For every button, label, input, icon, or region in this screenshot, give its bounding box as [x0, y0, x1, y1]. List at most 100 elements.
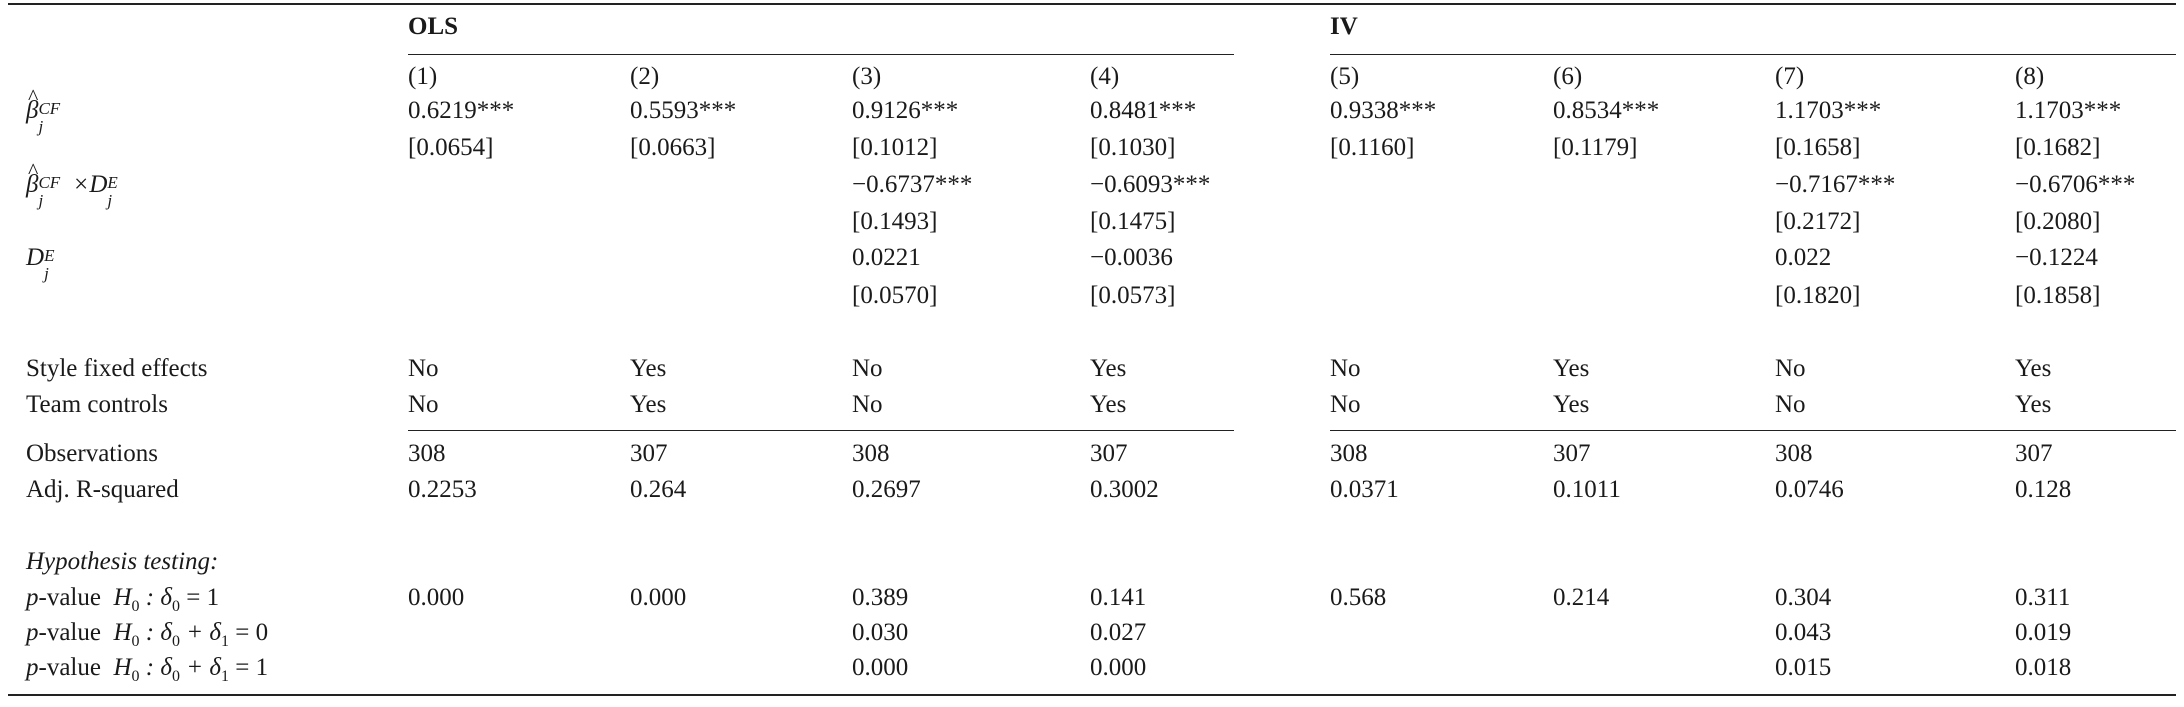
cell-interaction-se-col3: [0.1493] — [852, 208, 938, 235]
cell-beta-se-col1: [0.0654] — [408, 134, 494, 161]
cell-d-se-col3: [0.0570] — [852, 282, 938, 309]
cell-observations-col5: 308 — [1330, 440, 1368, 467]
cell-adj-r2-col7: 0.0746 — [1775, 476, 1844, 503]
cell-beta-se-col2: [0.0663] — [630, 134, 716, 161]
group-header-ols: OLS — [408, 13, 459, 40]
cell-p1-col1: 0.000 — [408, 584, 465, 611]
column-header-4: (4) — [1090, 63, 1120, 90]
cell-observations-col7: 308 — [1775, 440, 1813, 467]
cell-observations-col2: 307 — [630, 440, 668, 467]
column-header-3: (3) — [852, 63, 882, 90]
cell-team-controls-col7: No — [1775, 391, 1806, 418]
cell-d-col3: 0.0221 — [852, 244, 921, 271]
cell-team-controls-col2: Yes — [630, 391, 667, 418]
cell-interaction-col3: −0.6737*** — [852, 171, 973, 198]
cell-beta-se-col3: [0.1012] — [852, 134, 938, 161]
cell-p1-col7: 0.304 — [1775, 584, 1832, 611]
cell-p3-col4: 0.000 — [1090, 654, 1147, 681]
cell-p3-col7: 0.015 — [1775, 654, 1832, 681]
cell-adj-r2-col5: 0.0371 — [1330, 476, 1399, 503]
cell-adj-r2-col8: 0.128 — [2015, 476, 2072, 503]
cell-adj-r2-col2: 0.264 — [630, 476, 687, 503]
column-header-2: (2) — [630, 63, 660, 90]
cell-style-fe-col6: Yes — [1553, 355, 1590, 382]
cell-p3-col3: 0.000 — [852, 654, 909, 681]
cell-p1-col2: 0.000 — [630, 584, 687, 611]
cell-beta-col8: 1.1703*** — [2015, 97, 2122, 124]
column-header-5: (5) — [1330, 63, 1360, 90]
row-label-p2: p-value H0 : δ0 + δ1 = 0 — [26, 619, 269, 650]
cell-beta-col2: 0.5593*** — [630, 97, 737, 124]
cell-p1-col8: 0.311 — [2015, 584, 2071, 611]
row-label-style-fe: Style fixed effects — [26, 355, 208, 382]
top-rule — [8, 3, 2176, 5]
cell-beta-col1: 0.6219*** — [408, 97, 515, 124]
cell-p1-col6: 0.214 — [1553, 584, 1610, 611]
cell-p1-col5: 0.568 — [1330, 584, 1387, 611]
cell-p1-col4: 0.141 — [1090, 584, 1147, 611]
cell-beta-se-col8: [0.1682] — [2015, 134, 2101, 161]
cell-observations-col4: 307 — [1090, 440, 1128, 467]
cell-adj-r2-col1: 0.2253 — [408, 476, 477, 503]
column-header-7: (7) — [1775, 63, 1805, 90]
cell-beta-col4: 0.8481*** — [1090, 97, 1197, 124]
cell-beta-se-col5: [0.1160] — [1330, 134, 1415, 161]
cell-style-fe-col3: No — [852, 355, 883, 382]
column-header-1: (1) — [408, 63, 438, 90]
cell-interaction-se-col8: [0.2080] — [2015, 208, 2101, 235]
cell-interaction-se-col7: [0.2172] — [1775, 208, 1861, 235]
cell-d-col7: 0.022 — [1775, 244, 1832, 271]
cell-beta-col7: 1.1703*** — [1775, 97, 1882, 124]
cell-d-col8: −0.1224 — [2015, 244, 2098, 271]
cell-adj-r2-col4: 0.3002 — [1090, 476, 1159, 503]
iv-group-rule — [1330, 54, 2176, 55]
cell-interaction-se-col4: [0.1475] — [1090, 208, 1176, 235]
cell-adj-r2-col6: 0.1011 — [1553, 476, 1621, 503]
cell-p1-col3: 0.389 — [852, 584, 909, 611]
cell-observations-col8: 307 — [2015, 440, 2053, 467]
row-label-p3: p-value H0 : δ0 + δ1 = 1 — [26, 654, 269, 685]
cell-d-col4: −0.0036 — [1090, 244, 1173, 271]
cell-p2-col4: 0.027 — [1090, 619, 1147, 646]
cell-p2-col7: 0.043 — [1775, 619, 1832, 646]
cell-adj-r2-col3: 0.2697 — [852, 476, 921, 503]
cell-style-fe-col7: No — [1775, 355, 1806, 382]
cell-beta-col3: 0.9126*** — [852, 97, 959, 124]
cell-observations-col1: 308 — [408, 440, 446, 467]
ols-group-rule — [408, 54, 1234, 55]
cell-team-controls-col5: No — [1330, 391, 1361, 418]
cell-observations-col6: 307 — [1553, 440, 1591, 467]
cell-p2-col8: 0.019 — [2015, 619, 2072, 646]
row-label-p1: p-value H0 : δ0 = 1 — [26, 584, 220, 615]
row-label-adj-r2: Adj. R-squared — [26, 476, 179, 503]
column-header-6: (6) — [1553, 63, 1583, 90]
cell-style-fe-col5: No — [1330, 355, 1361, 382]
cell-style-fe-col8: Yes — [2015, 355, 2052, 382]
cell-team-controls-col4: Yes — [1090, 391, 1127, 418]
cell-p2-col3: 0.030 — [852, 619, 909, 646]
cell-interaction-col8: −0.6706*** — [2015, 171, 2136, 198]
column-header-8: (8) — [2015, 63, 2045, 90]
cell-team-controls-col3: No — [852, 391, 883, 418]
group-header-iv: IV — [1330, 13, 1358, 40]
cell-interaction-col7: −0.7167*** — [1775, 171, 1896, 198]
cell-beta-col5: 0.9338*** — [1330, 97, 1437, 124]
cell-team-controls-col6: Yes — [1553, 391, 1590, 418]
cell-d-se-col4: [0.0573] — [1090, 282, 1176, 309]
cell-interaction-col4: −0.6093*** — [1090, 171, 1211, 198]
cell-beta-se-col4: [0.1030] — [1090, 134, 1176, 161]
cell-style-fe-col1: No — [408, 355, 439, 382]
cell-d-se-col8: [0.1858] — [2015, 282, 2101, 309]
ols-stats-rule — [408, 430, 1234, 431]
cell-beta-se-col7: [0.1658] — [1775, 134, 1861, 161]
cell-beta-col6: 0.8534*** — [1553, 97, 1660, 124]
cell-team-controls-col1: No — [408, 391, 439, 418]
cell-observations-col3: 308 — [852, 440, 890, 467]
cell-p3-col8: 0.018 — [2015, 654, 2072, 681]
row-label-observations: Observations — [26, 440, 158, 467]
row-label-team-controls: Team controls — [26, 391, 168, 418]
